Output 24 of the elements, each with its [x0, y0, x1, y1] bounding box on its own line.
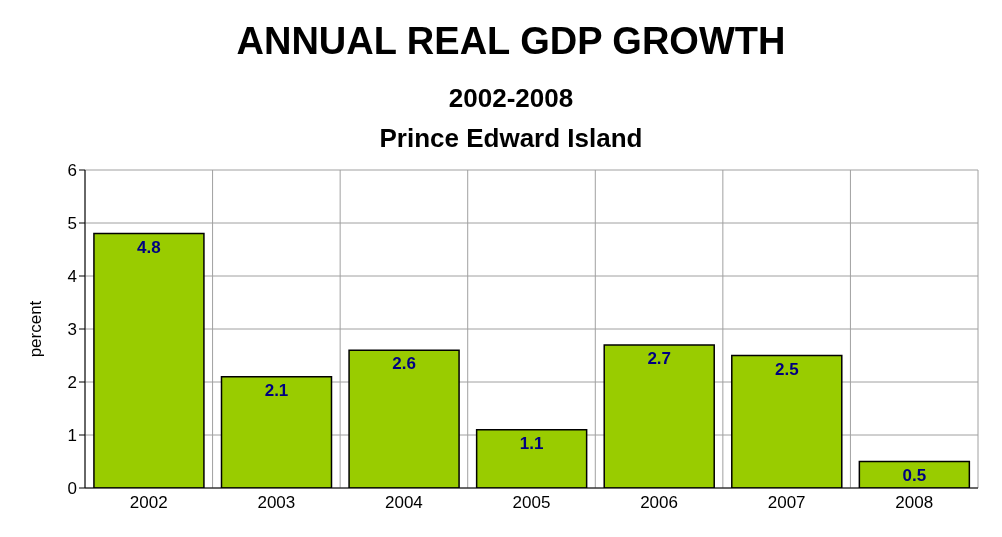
data-label: 0.5 — [902, 465, 927, 485]
y-tick-label: 6 — [67, 161, 77, 181]
x-tick-label: 2002 — [129, 493, 168, 513]
y-tick-label: 4 — [67, 267, 77, 287]
chart-subtitle: 2002-2008 Prince Edward Island — [378, 82, 644, 155]
x-tick-label: 2007 — [767, 493, 806, 513]
data-label: 2.6 — [392, 354, 416, 374]
y-tick-label: 3 — [67, 320, 77, 340]
x-tick-label: 2006 — [640, 493, 678, 513]
x-tick-label: 2008 — [895, 493, 934, 513]
y-tick-label: 5 — [67, 214, 77, 234]
chart-title: ANNUAL REAL GDP GROWTH — [235, 20, 787, 63]
data-label: 2.7 — [647, 348, 672, 368]
y-tick-label: 1 — [67, 426, 77, 446]
data-label: 2.5 — [774, 359, 799, 379]
data-label: 2.1 — [264, 380, 289, 400]
x-tick-label: 2005 — [512, 493, 551, 513]
data-label: 1.1 — [519, 433, 544, 453]
y-axis-title: percent — [26, 300, 46, 358]
y-tick-label: 2 — [67, 373, 77, 393]
data-label: 4.8 — [137, 237, 161, 257]
y-tick-label: 0 — [67, 479, 77, 499]
x-tick-label: 2003 — [257, 493, 296, 513]
x-tick-label: 2004 — [385, 493, 423, 513]
